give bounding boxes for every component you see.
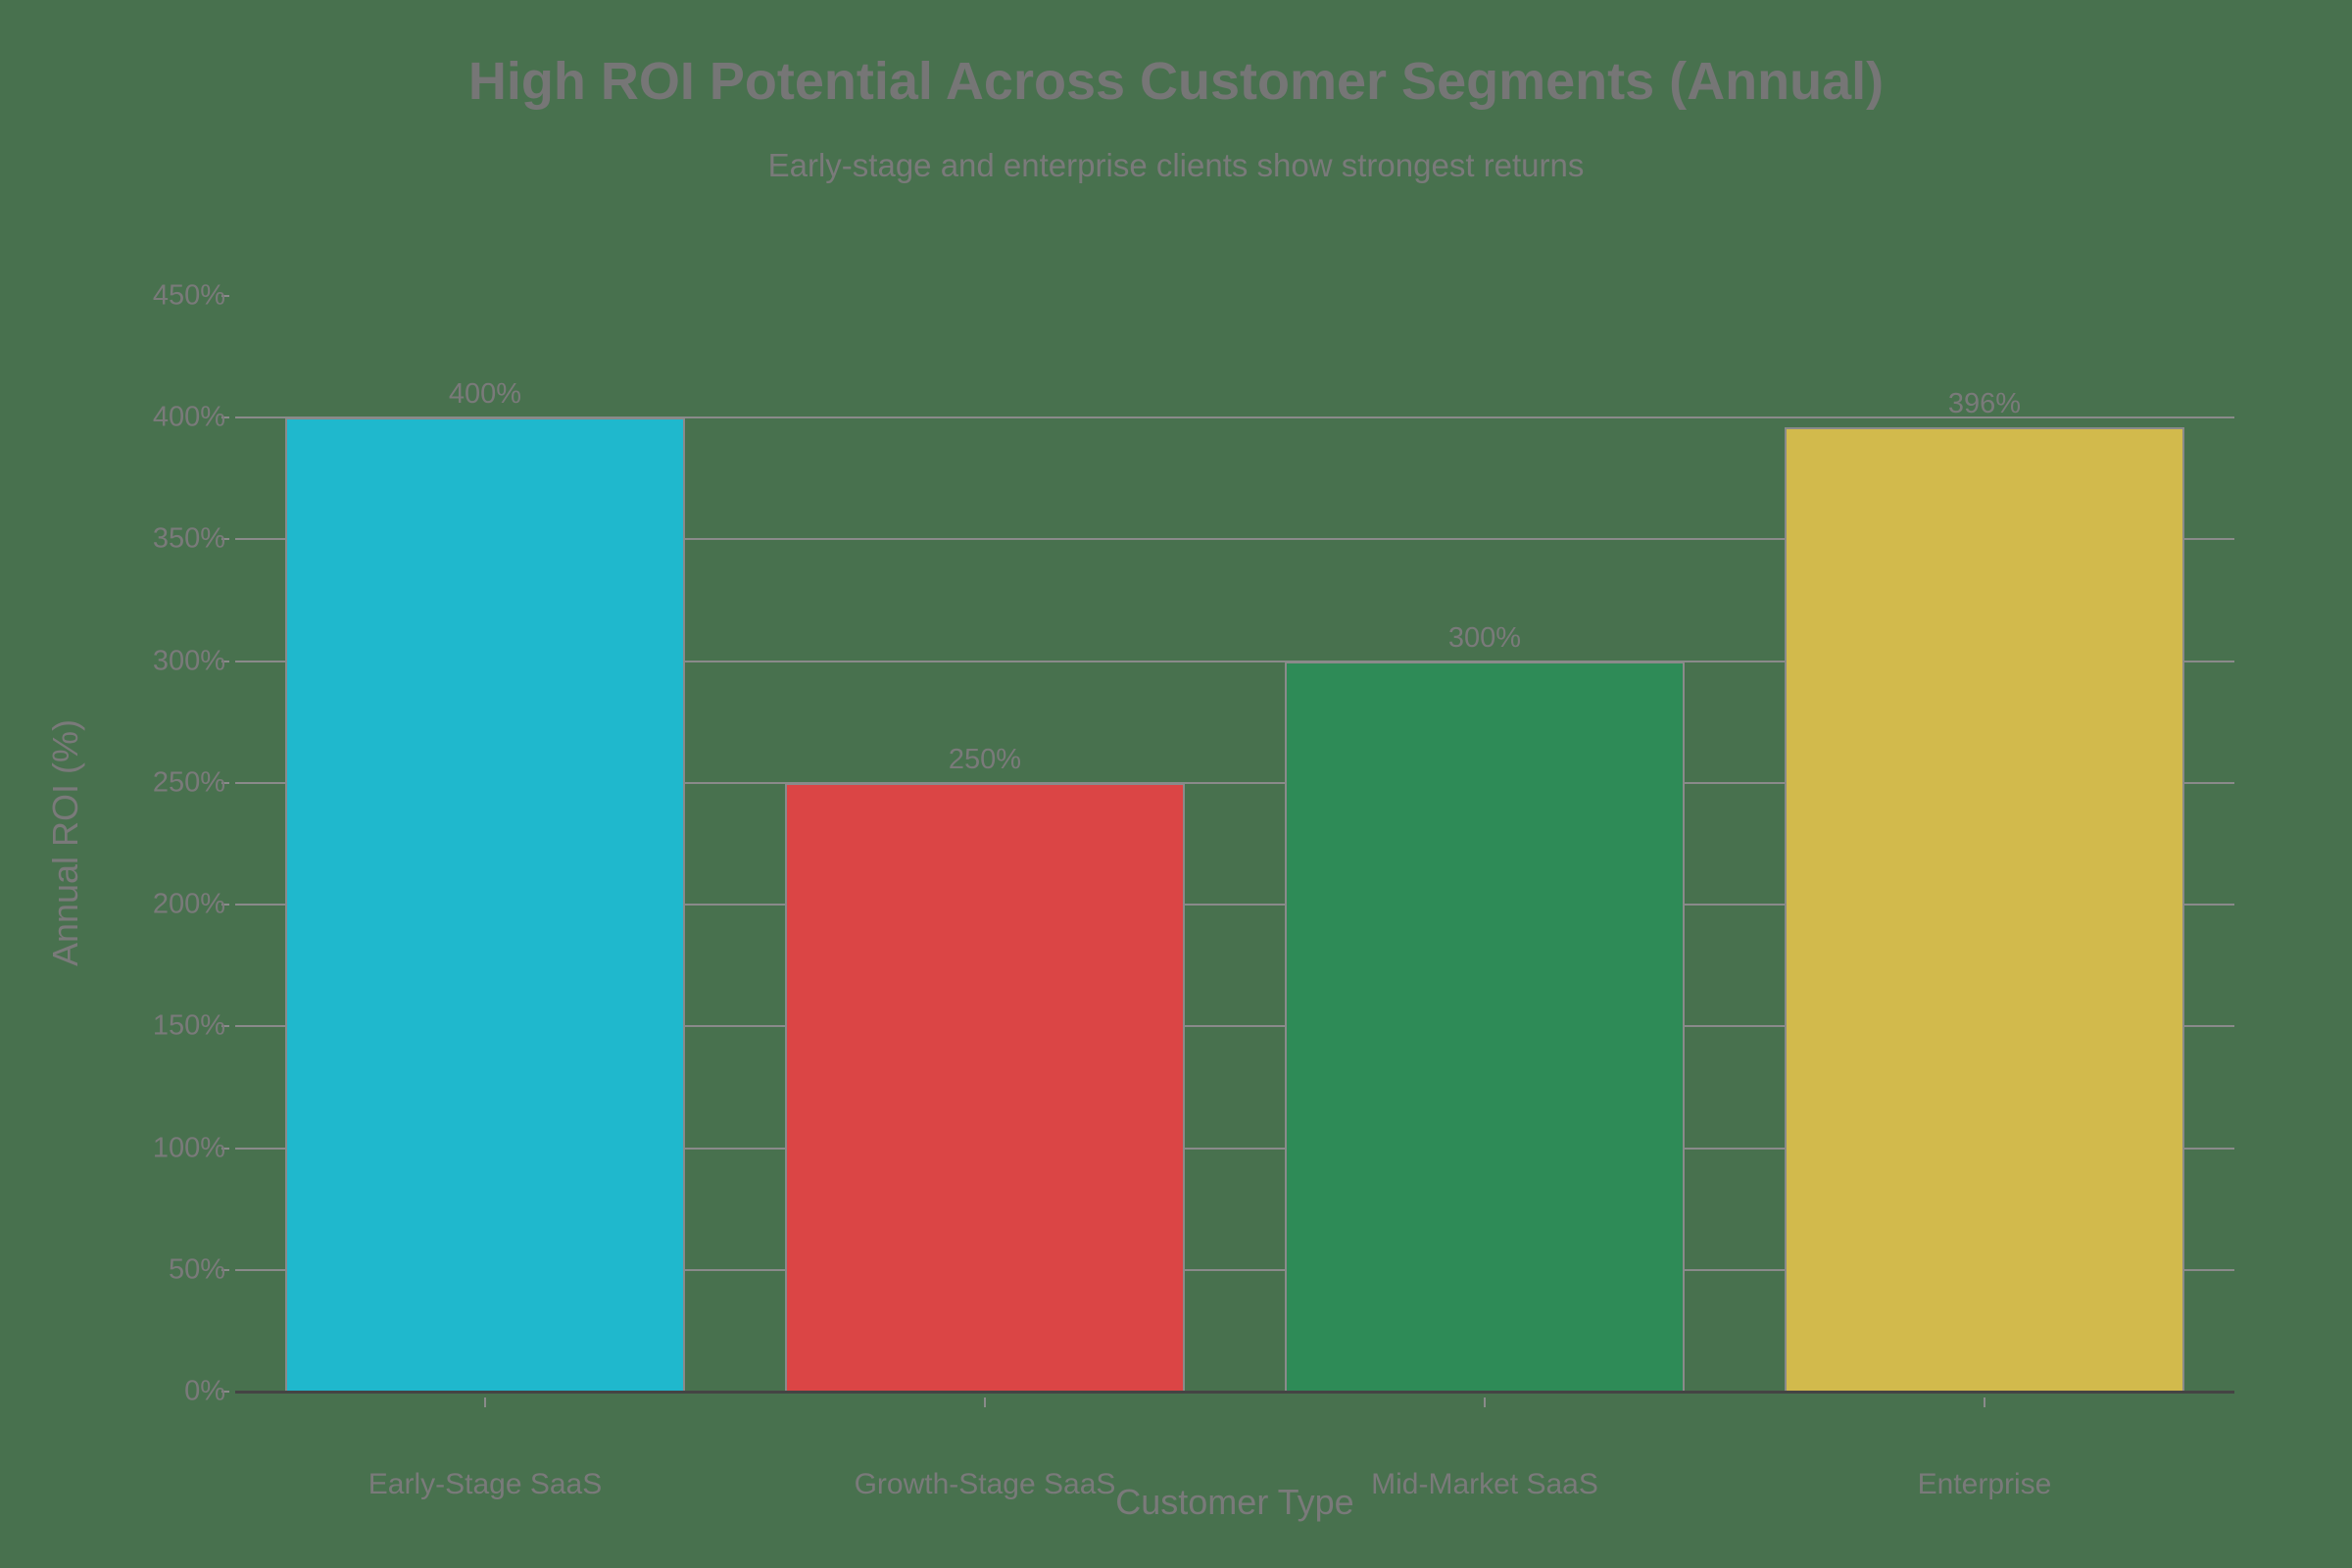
y-tick-mark: [221, 1391, 229, 1393]
y-tick-mark: [221, 904, 229, 906]
bar: [1785, 427, 2184, 1392]
bar-value-label: 300%: [1447, 621, 1522, 654]
gridline: [235, 1147, 2234, 1150]
y-tick-label: 150%: [152, 1009, 225, 1042]
gridline: [235, 1025, 2234, 1028]
x-axis-title: Customer Type: [1115, 1482, 1354, 1522]
chart-subtitle: Early-stage and enterprise clients show …: [767, 147, 1585, 183]
y-tick-mark: [221, 1268, 229, 1271]
gridline: [235, 538, 2234, 541]
y-tick-mark: [221, 781, 229, 784]
plot-area: 0% 50% 100% 150% 200% 250% 300% 350% 400% 450% 400…: [153, 280, 2234, 1500]
gridline: [235, 781, 2234, 784]
x-tick-label: Early-Stage SaaS: [368, 1468, 603, 1500]
bar-value-label: 400%: [448, 378, 522, 411]
y-tick-mark: [221, 1147, 229, 1150]
x-tick-label: Enterprise: [1917, 1468, 2052, 1500]
y-tick-mark: [221, 538, 229, 541]
x-tick-mark: [984, 1397, 986, 1407]
y-tick-mark: [221, 295, 229, 297]
x-tick-label: Growth-Stage SaaS: [854, 1468, 1116, 1500]
y-tick-label: 50%: [168, 1253, 225, 1286]
bar: [785, 782, 1185, 1392]
y-tick-mark: [221, 1025, 229, 1028]
x-tick-mark: [1984, 1397, 1985, 1407]
y-tick-label: 350%: [152, 522, 225, 555]
y-tick-mark: [221, 416, 229, 419]
gridline: [235, 904, 2234, 906]
bar-value-label: 396%: [1947, 388, 2022, 420]
bar: [1285, 661, 1685, 1392]
bar-value-label: 250%: [948, 743, 1022, 775]
gridline: [235, 1268, 2234, 1271]
x-tick-mark: [484, 1397, 486, 1407]
y-axis-title: Annual ROI (%): [45, 718, 85, 967]
bar: [285, 417, 685, 1392]
y-tick-label: 300%: [152, 645, 225, 677]
gridline: [235, 416, 2234, 419]
y-tick-label: 100%: [152, 1132, 225, 1164]
chart-title: High ROI Potential Across Customer Segme…: [467, 52, 1885, 111]
y-tick-label: 250%: [152, 766, 225, 799]
y-tick-label: 450%: [152, 279, 225, 312]
x-tick-mark: [1484, 1397, 1486, 1407]
y-tick-label: 400%: [152, 401, 225, 433]
y-tick-label: 0%: [184, 1375, 225, 1407]
y-tick-label: 200%: [152, 888, 225, 920]
y-tick-mark: [221, 660, 229, 662]
x-tick-label: Mid-Market SaaS: [1371, 1468, 1598, 1500]
x-axis-baseline: [235, 1391, 2234, 1394]
gridline: [235, 660, 2234, 662]
